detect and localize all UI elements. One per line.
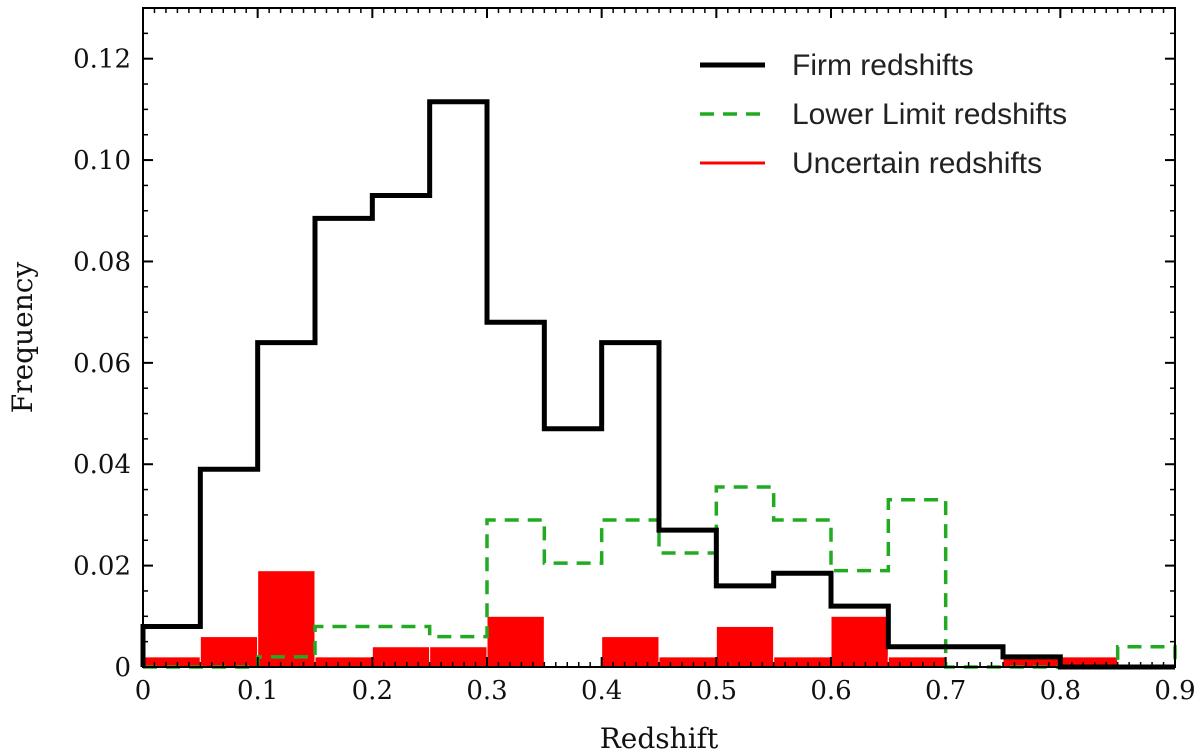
firm-series-line (140, 99, 1175, 670)
uncertain-bar (199, 636, 259, 668)
uncertain-bar (314, 656, 373, 668)
uncertain-bar (429, 646, 488, 668)
uncertain-bar (486, 615, 545, 668)
uncertain-bar (601, 636, 660, 668)
x-tick-label: 0.1 (237, 676, 278, 706)
x-tick-label: 0.7 (925, 676, 966, 706)
x-tick-label: 0 (135, 676, 152, 706)
x-tick-label: 0.5 (696, 676, 737, 706)
y-tick-label: 0.10 (73, 146, 131, 176)
uncertain-bar (371, 646, 431, 668)
uncertain-bars-group (142, 570, 1119, 668)
legend: Firm redshifts Lower Limit redshifts Uncer… (700, 49, 1067, 180)
uncertain-bar (773, 656, 832, 668)
uncertain-bar (257, 570, 316, 668)
y-tick-label: 0.08 (73, 247, 131, 277)
firm-steps-group (140, 99, 1175, 670)
uncertain-bar (830, 615, 889, 668)
lower-limit-steps-group (143, 485, 1177, 669)
x-tick-label: 0.4 (581, 676, 622, 706)
y-tick-label: 0 (114, 653, 131, 683)
legend-label: Uncertain redshifts (792, 147, 1042, 180)
x-tick-label: 0.2 (352, 676, 393, 706)
uncertain-bar (715, 625, 775, 668)
lower-limit-series-line (143, 485, 1177, 669)
legend-label: Lower Limit redshifts (792, 98, 1067, 131)
y-tick-label: 0.02 (73, 552, 131, 582)
y-axis-label: Frequency (6, 262, 39, 414)
x-tick-label: 0.6 (810, 676, 851, 706)
ticks-group: 0 0.1 0.2 0.3 0.4 0.5 0.6 0.7 0.8 0.9 0 0.02 0.04 0.0… (73, 7, 1196, 706)
y-tick-label: 0.12 (73, 45, 131, 75)
x-tick-label: 0.3 (466, 676, 507, 706)
uncertain-bar (658, 656, 717, 668)
legend-label: Firm redshifts (792, 49, 974, 82)
y-tick-label: 0.06 (73, 349, 131, 379)
x-axis-label: Redshift (600, 722, 719, 753)
x-tick-label: 0.8 (1040, 676, 1081, 706)
y-tick-label: 0.04 (73, 450, 131, 480)
uncertain-bar (887, 656, 947, 668)
x-tick-label: 0.9 (1154, 676, 1195, 706)
